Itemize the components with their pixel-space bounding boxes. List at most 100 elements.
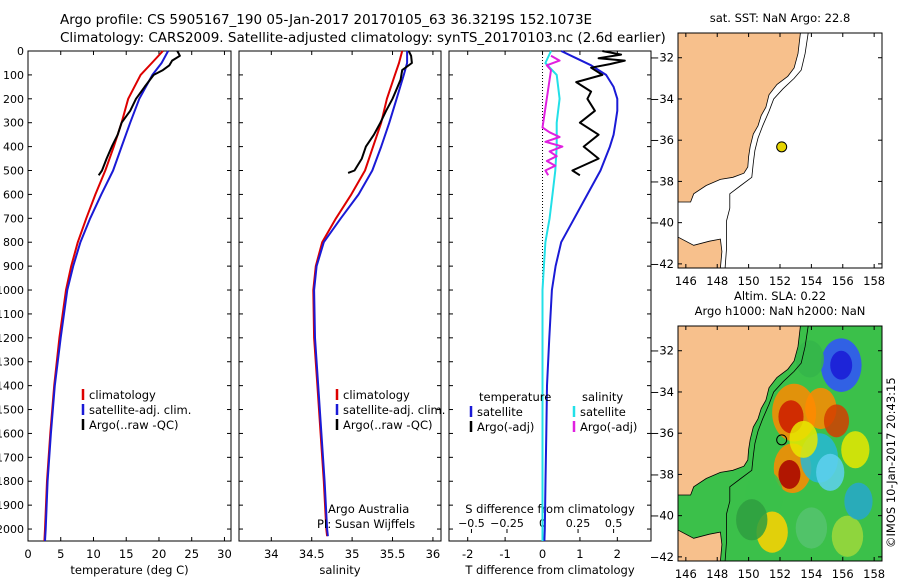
map-x-tick-label: 150 [738,274,760,288]
map-x-tick-label: 148 [706,274,728,288]
x-tick-label: 20 [152,547,167,561]
legend-label: satellite-adj. clim. [343,403,445,417]
map-x-tick-label: 150 [738,567,760,580]
secondary-x-tick-label: 0.5 [605,517,623,530]
y-tick-label: 300 [3,117,24,130]
profile-panel-2: 34 34.5 35 35.5 36 salinity climatologysatelli… [238,50,445,577]
x-tick-label: 2 [614,547,621,561]
map-y-tick-label: −40 [650,216,674,230]
map-y-tick-label: −38 [650,467,674,481]
anomaly-patch [736,499,768,541]
y-tick-label: 700 [3,212,24,225]
legend-header-temperature: temperature [479,390,551,404]
x-tick-label: 34 [264,547,279,561]
isobath-line [724,326,809,561]
map-y-tick-label: −34 [650,385,674,399]
figure-title-line-2: Climatology: CARS2009. Satellite-adjuste… [60,30,666,46]
x-tick-label: 1 [576,547,583,561]
series-line-2 [313,51,409,537]
anomaly-patch [823,404,850,438]
annotation-line: Argo Australia [328,502,409,516]
plot-frame [448,50,652,542]
y-tick-label: 400 [3,141,24,154]
x-tick-label: 34.5 [299,547,325,561]
y-tick-label: 1000 [0,284,24,297]
series-line-3 [97,50,181,176]
x-tick-label: 36 [426,547,441,561]
legend-label: satellite [477,405,523,419]
plot-frame [238,50,442,542]
series-line-2 [571,50,626,177]
x-tick-label: 0 [539,547,546,561]
series-line-1 [543,50,619,542]
map-y-tick-label: −42 [650,550,674,564]
argo-profile-marker [776,141,788,153]
map-x-tick-label: 156 [832,567,854,580]
y-tick-label: 900 [3,260,24,273]
figure-title-line-1: Argo profile: CS 5905167_190 05-Jan-2017… [60,12,593,28]
map-y-tick-label: −34 [650,92,674,106]
legend-label: Argo(-adj) [477,420,534,434]
y-tick-label: 100 [3,69,24,82]
x-tick-label: 10 [86,547,101,561]
legend-label: climatology [89,388,156,402]
profile-panel-1: 0100200300400500600700800900100011001200… [0,45,232,577]
map-y-tick-label: −36 [650,133,674,147]
anomaly-patch [789,420,818,458]
legend-label: Argo(..raw -QC) [89,418,179,432]
map-x-tick-label: 154 [800,274,822,288]
map-x-tick-label: 146 [675,274,697,288]
y-tick-label: 0 [17,45,24,58]
isobath-line [724,33,809,268]
x-tick-label: 15 [119,547,134,561]
map-x-tick-label: 152 [769,567,791,580]
anomaly-patch [831,515,864,557]
legend-header-salinity: salinity [582,390,623,404]
imos-credit: ©IMOS 10-Jan-2017 20:43:15 [884,377,898,548]
series-line-4 [541,54,564,176]
x-tick-label: -1 [499,547,510,561]
land-tasmania [678,529,723,561]
anomaly-patch [816,453,845,491]
anomaly-patch [795,507,828,549]
x-tick-label: 35.5 [380,547,406,561]
map-title-line: Argo h1000: NaN h2000: NaN [695,304,866,318]
y-tick-label: 1500 [0,404,24,417]
map-x-tick-label: 154 [800,567,822,580]
x-tick-label: 5 [57,547,64,561]
annotation-line: PI: Susan Wijffels [317,517,415,531]
sla-map: 146 148 150 152 154 156 158 −32 −34 −36 −38 −40 −42 A… [650,289,885,580]
y-tick-label: 1400 [0,380,24,393]
series-line-3 [541,50,561,541]
argo-profile-marker [776,434,788,446]
y-tick-label: 1600 [0,427,24,440]
y-tick-label: 800 [3,236,24,249]
secondary-x-tick-label: −0.5 [458,517,485,530]
land-mainland [678,326,801,496]
plot-frame [27,50,232,542]
map-y-tick-label: −36 [650,426,674,440]
y-tick-label: 1100 [0,308,24,321]
secondary-axis-label: S difference from climatology [465,502,635,516]
series-line-3 [347,50,413,174]
legend-label: satellite-adj. clim. [89,403,191,417]
map-title: sat. SST: NaN Argo: 22.8 [710,11,851,25]
map-x-tick-label: 158 [863,274,885,288]
legend-label: Argo(..raw -QC) [343,418,433,432]
secondary-x-tick-label: 0.25 [566,517,591,530]
y-tick-label: 1800 [0,475,24,488]
y-tick-label: 500 [3,165,24,178]
map-title-line: Altim. SLA: 0.22 [734,289,826,303]
map-x-tick-label: 152 [769,274,791,288]
anomaly-patch [830,350,853,380]
anomaly-patch [778,459,801,489]
anomaly-patch [841,431,870,469]
map-x-tick-label: 146 [675,567,697,580]
secondary-x-tick-label: −0.25 [490,517,524,530]
anomaly-patch [795,340,824,378]
map-y-tick-label: −40 [650,509,674,523]
y-tick-label: 1200 [0,332,24,345]
x-tick-label: 30 [217,547,232,561]
